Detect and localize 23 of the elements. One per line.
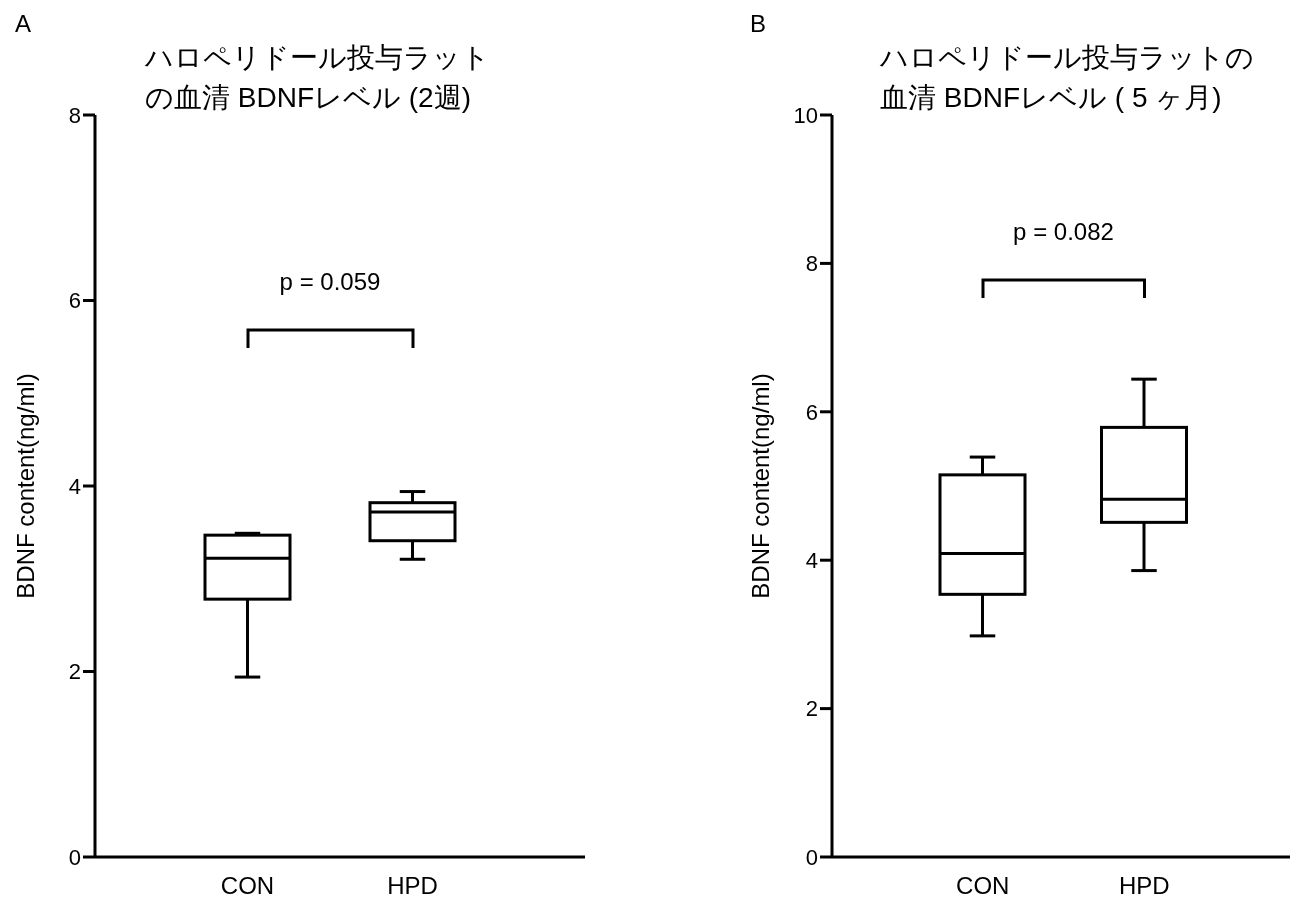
text: A bbox=[15, 10, 32, 38]
y-tick-label: 4 bbox=[805, 548, 818, 574]
y-tick-label: 0 bbox=[68, 844, 81, 870]
chart-title: ハロペリドール投与ラットの血清 BDNFレベル (2週) bbox=[145, 41, 491, 115]
y-tick-label: 4 bbox=[68, 473, 81, 499]
y-axis-title: BDNF content(ng/ml) bbox=[11, 373, 39, 599]
annotation: p = 0.059 bbox=[278, 268, 382, 296]
y-tick-label: 2 bbox=[68, 659, 81, 685]
x-tick-label: CON bbox=[220, 872, 275, 900]
annotation: p = 0.082 bbox=[1012, 218, 1115, 246]
y-tick-label: 2 bbox=[805, 696, 818, 722]
x-tick-label: HPD bbox=[1118, 872, 1170, 900]
y-axis-title: BDNF content(ng/ml) bbox=[746, 373, 774, 599]
y-tick-label: 8 bbox=[805, 251, 818, 277]
x-tick-label: HPD bbox=[387, 872, 438, 900]
x-tick-label: CON bbox=[956, 872, 1010, 900]
y-tick-label: 8 bbox=[68, 102, 81, 128]
text: B bbox=[750, 10, 767, 38]
y-tick-label: 0 bbox=[805, 844, 818, 870]
y-tick-label: 6 bbox=[805, 399, 818, 425]
chart-title: ハロペリドール投与ラットの血清 BDNFレベル ( 5 ヶ月) bbox=[880, 41, 1255, 115]
y-tick-label: 6 bbox=[68, 288, 81, 314]
y-tick-label: 10 bbox=[793, 102, 818, 128]
